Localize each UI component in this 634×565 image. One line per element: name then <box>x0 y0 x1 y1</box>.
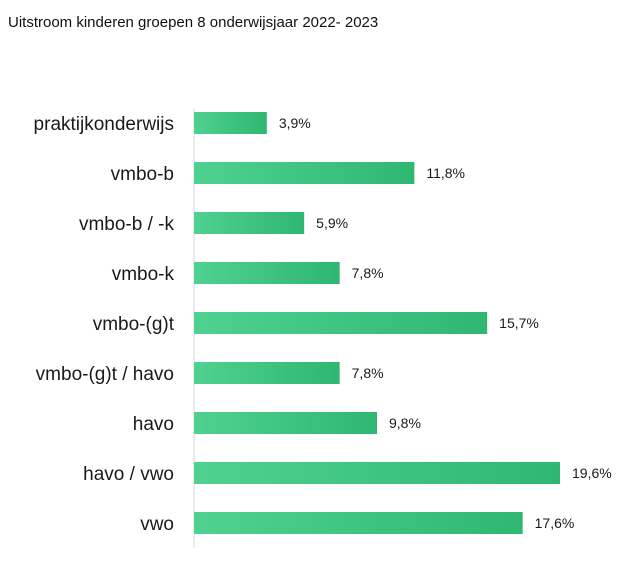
value-label: 17,6% <box>535 515 575 531</box>
category-label: vmbo-(g)t <box>93 314 175 335</box>
category-label: havo <box>133 414 174 435</box>
bar-6 <box>194 362 340 384</box>
bar-1 <box>194 112 267 134</box>
value-label: 7,8% <box>352 265 384 281</box>
value-label: 15,7% <box>499 315 539 331</box>
value-label: 3,9% <box>279 115 311 131</box>
category-label: vmbo-(g)t / havo <box>36 364 174 385</box>
bar-4 <box>194 262 340 284</box>
category-label: havo / vwo <box>83 464 174 485</box>
category-label: vwo <box>140 514 174 535</box>
value-label: 11,8% <box>426 165 465 181</box>
bar-2 <box>194 162 415 184</box>
bar-8 <box>194 462 560 484</box>
category-label: vmbo-b / -k <box>79 214 175 235</box>
category-label: vmbo-k <box>112 264 175 285</box>
bar-3 <box>194 212 305 234</box>
value-label: 9,8% <box>389 415 421 431</box>
value-label: 19,6% <box>572 465 612 481</box>
bar-9 <box>194 512 523 534</box>
value-label: 5,9% <box>316 215 348 231</box>
category-label: vmbo-b <box>111 164 174 185</box>
category-label: praktijkonderwijs <box>34 114 174 135</box>
bar-5 <box>194 312 488 334</box>
bar-7 <box>194 412 377 434</box>
chart-title: Uitstroom kinderen groepen 8 onderwijsja… <box>8 14 379 31</box>
value-label: 7,8% <box>352 365 384 381</box>
bar-group: praktijkonderwijs 3,9% vmbo-b 11,8% vmbo-b /… <box>34 112 612 535</box>
